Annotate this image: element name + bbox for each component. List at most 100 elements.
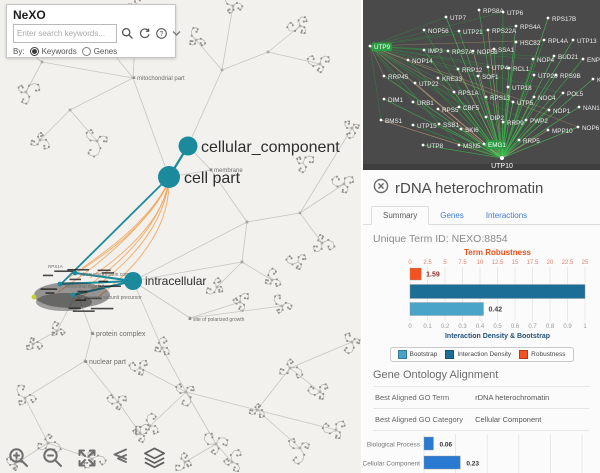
zoom-in-button[interactable] — [6, 445, 31, 470]
network-node-RPS5[interactable] — [436, 107, 440, 111]
network-node-RPS9B[interactable] — [554, 73, 558, 77]
network-node-RRP45[interactable] — [382, 74, 386, 78]
network-node-NOP6[interactable] — [576, 125, 580, 129]
network-node-UTP13[interactable] — [571, 38, 575, 42]
network-node-UTP21[interactable] — [457, 29, 461, 33]
search-input[interactable] — [13, 24, 117, 43]
network-node-SKI6[interactable] — [459, 127, 463, 131]
network-node-RCL1[interactable] — [507, 66, 511, 70]
network-node-PWP2[interactable] — [524, 118, 528, 122]
network-node-RPS17B[interactable] — [546, 16, 550, 20]
network-node-DIP2[interactable] — [484, 115, 488, 119]
network-node-NAN1[interactable] — [577, 105, 581, 109]
graph-node-intracellular[interactable] — [124, 272, 142, 290]
network-node-RPS13[interactable] — [484, 95, 488, 99]
network-node-EMG1[interactable] — [482, 142, 486, 146]
network-node-KRI1[interactable] — [591, 77, 595, 81]
legend-item-robustness[interactable]: Robustness — [519, 350, 566, 359]
network-node-label: UTP22 — [419, 81, 439, 88]
network-node-UTP8[interactable] — [421, 143, 425, 147]
network-node-UTP20[interactable] — [532, 73, 536, 77]
network-node-NOP56[interactable] — [422, 28, 426, 32]
zoom-out-button[interactable] — [40, 445, 65, 470]
legend-swatch — [397, 350, 407, 359]
network-node-UTP5[interactable] — [511, 100, 515, 104]
network-node-label: RPS7A — [452, 49, 473, 56]
network-node-UTP4[interactable] — [486, 65, 490, 69]
graph-node-cell-part[interactable] — [158, 166, 180, 188]
svg-text:0.23: 0.23 — [466, 461, 479, 468]
network-node-RPS8A[interactable] — [477, 8, 481, 12]
svg-text:15: 15 — [512, 260, 519, 266]
network-node-KRE33[interactable] — [436, 76, 440, 80]
tab-interactions[interactable]: Interactions — [485, 211, 528, 220]
go-alignment-section: Gene Ontology Alignment Best Aligned GO … — [373, 369, 590, 431]
network-node-label: RPL4A — [548, 38, 569, 45]
network-node-UTP7[interactable] — [444, 15, 448, 19]
details-tabs: Summary Genes Interactions — [363, 206, 600, 225]
svg-text:0.3: 0.3 — [458, 324, 467, 330]
network-node-NOC4[interactable] — [532, 95, 536, 99]
graph-node-cellular_component[interactable] — [178, 136, 198, 156]
svg-text:0.5: 0.5 — [493, 324, 502, 330]
network-node-SSB1[interactable] — [437, 122, 441, 126]
network-node-RRP9[interactable] — [501, 120, 505, 124]
tab-summary[interactable]: Summary — [371, 206, 430, 225]
network-node-RRP5[interactable] — [517, 138, 521, 142]
network-node-RPS7A[interactable] — [446, 49, 450, 53]
interaction-network-panel[interactable]: UTP9 NOP56 UTP7 RPS8A UTP6 RPS17B UTP21 RPS22A R… — [363, 0, 600, 170]
network-node-NOP58[interactable] — [471, 49, 475, 53]
network-node-UTP18[interactable] — [506, 85, 510, 89]
layers-button[interactable] — [142, 445, 167, 470]
fit-to-screen-button[interactable] — [74, 445, 99, 470]
network-node-HSC82[interactable] — [514, 40, 518, 44]
term-details-panel[interactable]: rDNA heterochromatin Summary Genes Interac… — [363, 170, 600, 473]
network-node-ENP1[interactable] — [581, 57, 585, 61]
chevron-down-icon[interactable] — [172, 27, 181, 41]
network-node-label: RPS17B — [552, 16, 576, 23]
network-node-SOF1[interactable] — [476, 74, 480, 78]
network-node-label: RPS4A — [520, 24, 541, 31]
chart-legend: Bootstrap Interaction Density Robustness — [363, 347, 600, 362]
network-node-label: RPS1A — [458, 90, 479, 97]
svg-text:5: 5 — [443, 260, 447, 266]
refresh-icon[interactable] — [138, 27, 151, 41]
network-node-NOP4[interactable] — [531, 57, 535, 61]
network-node-POL5[interactable] — [561, 91, 565, 95]
collapse-chevrons-button[interactable] — [108, 445, 133, 470]
search-icon[interactable] — [121, 27, 134, 41]
network-node-NOP14[interactable] — [406, 58, 410, 62]
network-node-URB1[interactable] — [411, 100, 415, 104]
network-node-MPP10[interactable] — [546, 128, 550, 132]
network-node-DIM1[interactable] — [382, 97, 386, 101]
legend-item-interaction-density[interactable]: Interaction Density — [445, 350, 511, 359]
network-node-UTP15[interactable] — [411, 123, 415, 127]
help-icon[interactable]: ? — [155, 27, 168, 41]
radio-genes[interactable] — [81, 47, 91, 56]
radio-keywords[interactable] — [29, 47, 39, 56]
network-node-label: NAN1 — [583, 105, 600, 112]
network-node-RPS22A[interactable] — [486, 28, 490, 32]
network-node-MSN5[interactable] — [457, 143, 461, 147]
network-node-RRP12[interactable] — [456, 67, 460, 71]
svg-text:Interaction Density & Bootstra: Interaction Density & Bootstrap — [445, 333, 550, 340]
network-node-UTP6[interactable] — [501, 10, 505, 14]
network-node-BMS1[interactable] — [379, 118, 383, 122]
graph-label: ribosomal subunit — [65, 284, 105, 290]
network-node-SSA1[interactable] — [492, 47, 496, 51]
close-icon[interactable] — [373, 178, 389, 199]
network-node-UTP10[interactable] — [500, 156, 504, 160]
network-node-NOP1[interactable] — [547, 108, 551, 112]
network-node-RPS4A[interactable] — [514, 24, 518, 28]
legend-item-bootstrap[interactable]: Bootstrap — [397, 350, 437, 359]
network-node-UTP22[interactable] — [413, 81, 417, 85]
network-node-IMP3[interactable] — [422, 48, 426, 52]
network-node-BUD21[interactable] — [552, 54, 556, 58]
term-title: rDNA heterochromatin — [395, 180, 544, 197]
table-row: Best Aligned GO Category Cellular Compon… — [373, 408, 590, 431]
network-node-RPL4A[interactable] — [542, 38, 546, 42]
tab-genes[interactable]: Genes — [440, 211, 464, 220]
network-node-CBF5[interactable] — [457, 105, 461, 109]
network-node-RPS1A[interactable] — [452, 90, 456, 94]
network-node-UTP9[interactable] — [368, 44, 372, 48]
